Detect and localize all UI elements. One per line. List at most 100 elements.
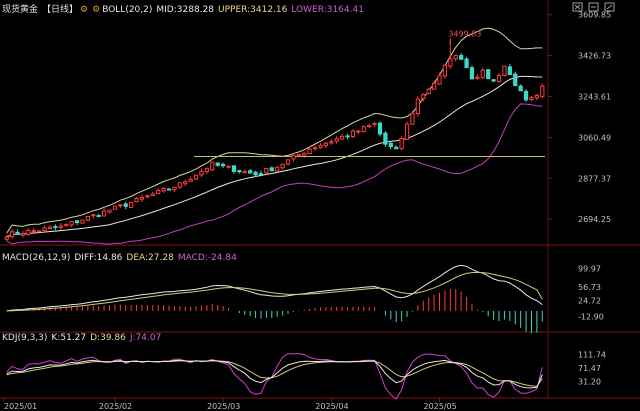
candle bbox=[210, 161, 215, 171]
candle bbox=[53, 226, 58, 229]
candle bbox=[9, 231, 15, 238]
candle bbox=[161, 187, 166, 192]
candle bbox=[80, 219, 85, 224]
candle bbox=[361, 126, 366, 132]
candle bbox=[426, 88, 431, 95]
candle bbox=[215, 162, 220, 166]
candle bbox=[166, 188, 172, 191]
panel-settings-icon[interactable] bbox=[588, 2, 600, 12]
candle bbox=[404, 123, 410, 140]
close-panel-icon[interactable] bbox=[572, 2, 584, 12]
indicator-settings-icon[interactable]: ⚙ bbox=[92, 5, 101, 15]
kdj-j-value: J:74.07 bbox=[129, 333, 162, 343]
candle bbox=[118, 204, 123, 207]
candle bbox=[486, 69, 491, 80]
candle bbox=[410, 113, 415, 125]
instrument-title: 现货黄金 bbox=[2, 5, 39, 15]
candle bbox=[491, 79, 496, 82]
x-axis-tick: 2025/02 bbox=[99, 402, 132, 411]
candle bbox=[69, 221, 74, 226]
candle bbox=[442, 64, 448, 77]
candle bbox=[502, 65, 507, 77]
price-y-tick: 3609.85 bbox=[578, 11, 611, 20]
macd-label: MACD(26,12,9) bbox=[2, 253, 71, 263]
candle bbox=[513, 73, 518, 87]
candle bbox=[253, 171, 258, 176]
candle bbox=[318, 144, 323, 149]
candle bbox=[134, 197, 139, 203]
candle bbox=[285, 159, 291, 165]
candle bbox=[96, 215, 101, 218]
candle bbox=[42, 227, 47, 232]
candle bbox=[280, 163, 285, 169]
macd-dea-value: DEA:27.28 bbox=[126, 253, 174, 263]
candle bbox=[37, 230, 42, 233]
candle bbox=[529, 97, 534, 101]
candle bbox=[107, 209, 112, 213]
candle bbox=[248, 170, 253, 174]
candle bbox=[421, 94, 426, 100]
boll-mid-value: MID:3288.28 bbox=[156, 5, 214, 15]
price-y-tick: 2694.25 bbox=[578, 215, 611, 224]
macd-panel-header: MACD(26,12,9) DIFF:14.86 DEA:27.28 MACD:-24… bbox=[2, 253, 241, 263]
price-panel-header: 现货黄金 【日线】 ⚙ ⚙ BOLL(20,2) MID:3288.28 UPPER:341… bbox=[2, 2, 368, 15]
candle bbox=[156, 189, 161, 195]
candle bbox=[129, 201, 134, 208]
macd-y-tick: 56.73 bbox=[578, 283, 601, 292]
candle bbox=[275, 166, 280, 172]
candle bbox=[31, 230, 36, 233]
candle bbox=[150, 193, 155, 197]
candle bbox=[394, 146, 399, 150]
candle bbox=[372, 122, 377, 126]
boll-mid-line bbox=[6, 75, 543, 238]
candle bbox=[145, 195, 150, 198]
candle bbox=[383, 132, 388, 145]
boll-upper-value: UPPER:3412.16 bbox=[218, 5, 288, 15]
candle bbox=[340, 135, 345, 140]
candle bbox=[469, 67, 475, 80]
candle bbox=[204, 168, 209, 172]
candle bbox=[302, 152, 307, 156]
candle bbox=[177, 182, 182, 188]
x-axis-tick: 2025/05 bbox=[424, 402, 457, 411]
candle bbox=[459, 55, 464, 60]
candle bbox=[437, 75, 442, 85]
candle bbox=[312, 147, 318, 150]
macd-dea-line bbox=[6, 271, 543, 312]
settings-icon[interactable]: ⚙ bbox=[80, 5, 89, 15]
candle bbox=[377, 122, 383, 135]
kdj-k-value: K:51.27 bbox=[51, 333, 87, 343]
panel-expand-icon[interactable] bbox=[604, 2, 616, 12]
candle bbox=[356, 130, 361, 133]
candle bbox=[139, 197, 145, 200]
candle bbox=[242, 171, 247, 174]
candle bbox=[431, 82, 437, 90]
kdj-d-value: D:39.86 bbox=[90, 333, 126, 343]
x-axis-tick: 2025/04 bbox=[315, 402, 348, 411]
candle bbox=[415, 98, 420, 114]
candle bbox=[91, 214, 96, 217]
candle bbox=[453, 55, 458, 60]
candle bbox=[291, 155, 296, 160]
kdj-j-line bbox=[6, 352, 543, 400]
candle bbox=[540, 85, 545, 97]
candle bbox=[237, 170, 242, 173]
kdj-k-line bbox=[6, 359, 543, 389]
kdj-panel-header: KDJ(9,3,3) K:51.27 D:39.86 J:74.07 bbox=[2, 333, 165, 343]
candle bbox=[334, 138, 339, 142]
price-y-tick: 3060.49 bbox=[578, 133, 611, 142]
macd-y-tick: 99.97 bbox=[578, 264, 601, 273]
candle bbox=[345, 135, 350, 138]
kdj-y-tick: 31.20 bbox=[578, 377, 601, 386]
candle bbox=[523, 90, 529, 101]
boll-lower-value: LOWER:3164.41 bbox=[291, 5, 364, 15]
period-label[interactable]: 【日线】 bbox=[42, 5, 79, 15]
candle bbox=[329, 141, 334, 144]
kdj-label: KDJ(9,3,3) bbox=[2, 333, 48, 343]
price-y-tick: 3243.61 bbox=[578, 93, 611, 102]
candle bbox=[388, 142, 393, 148]
candle bbox=[20, 233, 26, 236]
macd-diff-value: DIFF:14.86 bbox=[74, 253, 123, 263]
candle bbox=[399, 138, 404, 149]
